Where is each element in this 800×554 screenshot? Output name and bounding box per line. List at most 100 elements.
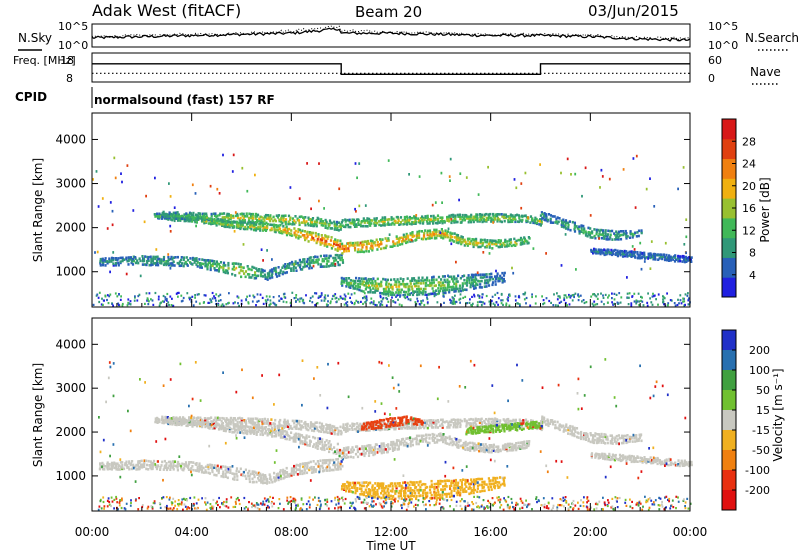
echo-cell — [345, 249, 348, 253]
echo-cell — [441, 434, 444, 438]
echo-cell — [436, 222, 439, 225]
echo-cell — [509, 419, 512, 423]
echo-cell — [294, 434, 298, 437]
echo-cell — [114, 258, 117, 261]
echo-cell — [277, 433, 280, 437]
ground-scatter-cell — [108, 295, 111, 298]
ground-scatter-cell — [121, 304, 124, 307]
echo-cell — [307, 425, 310, 428]
echo-cell — [224, 468, 227, 471]
echo-cell — [239, 220, 242, 223]
echo-cell — [441, 230, 444, 233]
sparse-echo-cell — [246, 189, 249, 193]
sparse-echo-cell — [683, 243, 686, 246]
echo-cell — [508, 445, 511, 449]
echo-cell — [150, 463, 153, 467]
echo-cell — [266, 432, 269, 435]
echo-cell — [280, 477, 283, 481]
sparse-echo-cell — [418, 175, 421, 178]
echo-cell — [497, 241, 500, 244]
echo-cell — [310, 220, 314, 224]
ground-scatter-cell — [507, 299, 509, 302]
echo-cell — [352, 279, 355, 283]
echo-cell — [448, 219, 451, 223]
echo-cell — [259, 227, 262, 230]
sparse-echo-cell — [447, 227, 450, 231]
echo-cell — [402, 238, 405, 241]
echo-cell — [281, 470, 284, 474]
echo-cell — [225, 220, 228, 223]
echo-cell — [203, 420, 206, 423]
sparse-echo-cell — [492, 221, 495, 224]
ground-scatter-cell — [234, 301, 236, 304]
echo-cell — [415, 424, 418, 428]
echo-cell — [370, 222, 373, 225]
echo-cell — [345, 484, 348, 488]
echo-cell — [251, 419, 254, 423]
echo-cell — [297, 234, 300, 238]
echo-cell — [424, 293, 427, 296]
echo-cell — [604, 231, 607, 235]
echo-cell — [329, 243, 332, 247]
echo-cell — [211, 264, 214, 268]
echo-cell — [287, 263, 290, 266]
echo-cell — [362, 452, 365, 456]
ground-scatter-cell — [160, 301, 162, 304]
echo-cell — [255, 427, 258, 430]
echo-cell — [299, 263, 302, 267]
echo-cell — [372, 428, 375, 432]
echo-cell — [623, 249, 626, 253]
echo-cell — [428, 441, 431, 445]
echo-cell — [301, 268, 304, 271]
echo-cell — [173, 460, 177, 463]
echo-cell — [454, 214, 457, 217]
echo-cell — [512, 215, 515, 219]
ground-scatter-cell — [318, 295, 321, 298]
echo-cell — [520, 214, 523, 218]
echo-cell — [162, 259, 165, 263]
ground-scatter-cell — [257, 299, 260, 303]
echo-cell — [308, 442, 312, 445]
ground-scatter-cell — [169, 295, 172, 298]
echo-cell — [437, 219, 440, 222]
sparse-echo-cell — [231, 170, 234, 173]
echo-cell — [379, 291, 382, 295]
echo-cell — [294, 438, 297, 441]
echo-cell — [406, 236, 410, 239]
echo-cell — [163, 420, 166, 424]
echo-cell — [303, 236, 306, 239]
echo-cell — [308, 264, 312, 268]
ground-scatter-cell — [494, 293, 497, 296]
echo-cell — [163, 459, 166, 463]
echo-cell — [226, 223, 229, 226]
echo-cell — [208, 417, 211, 420]
echo-cell — [408, 288, 411, 291]
echo-cell — [443, 219, 446, 223]
echo-cell — [406, 277, 409, 280]
echo-cell — [375, 238, 378, 242]
echo-cell — [382, 448, 385, 452]
echo-cell — [464, 442, 467, 446]
echo-cell — [259, 221, 262, 224]
echo-cell — [432, 278, 435, 281]
echo-cell — [428, 235, 431, 238]
echo-cell — [425, 422, 428, 426]
ground-scatter-cell — [652, 292, 654, 295]
echo-cell — [620, 230, 623, 233]
echo-cell — [482, 450, 485, 453]
echo-cell — [238, 416, 241, 420]
echo-cell — [303, 230, 306, 233]
echo-cell — [469, 216, 472, 220]
echo-cell — [505, 447, 508, 451]
echo-cell — [267, 274, 270, 277]
frequency-panel: Freq. [MHz] 18 8 60 0 Nave — [13, 52, 781, 85]
echo-cell — [468, 447, 471, 451]
echo-cell — [490, 450, 493, 454]
ground-scatter-cell — [266, 298, 269, 301]
echo-cell — [218, 267, 221, 271]
echo-cell — [379, 243, 382, 246]
echo-cell — [168, 417, 171, 420]
echo-cell — [258, 418, 262, 421]
echo-cell — [425, 220, 429, 223]
echo-cell — [114, 261, 118, 265]
